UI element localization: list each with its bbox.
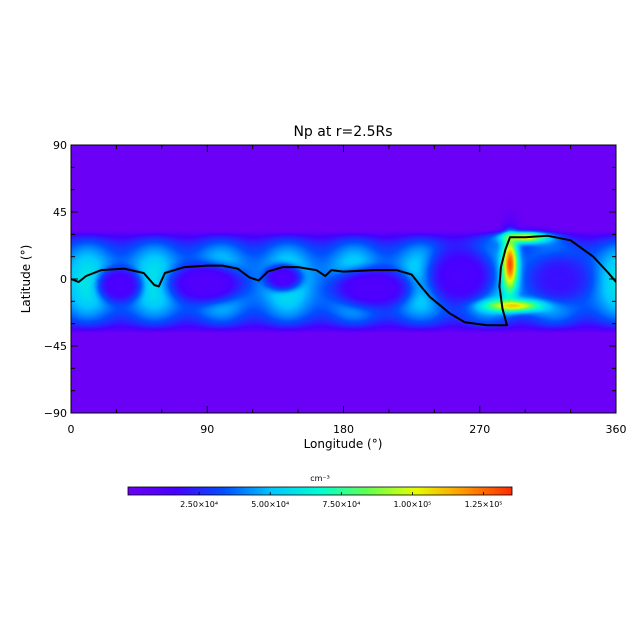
contour-line (70, 234, 617, 327)
y-tick-labels: −90 −45 0 45 90 (44, 139, 67, 420)
colorbar: cm⁻³ 2.50×10⁴ 5.00×10⁴ 7.50×10⁴ 1.00×10⁵… (127, 474, 513, 509)
y-tick-label: 0 (60, 273, 67, 286)
colorbar-tick-label: 1.00×10⁵ (393, 500, 431, 509)
y-axis-label: Latitude (°) (19, 245, 33, 314)
colorbar-tick-labels: 2.50×10⁴ 5.00×10⁴ 7.50×10⁴ 1.00×10⁵ 1.25… (180, 500, 502, 509)
axis-ticks (70, 144, 617, 414)
y-tick-label: −45 (44, 340, 67, 353)
colorbar-ticks (198, 492, 484, 495)
colorbar-tick-label: 5.00×10⁴ (251, 500, 289, 509)
y-tick-label: −90 (44, 407, 67, 420)
x-tick-label: 270 (469, 423, 490, 436)
contour-lines (70, 234, 617, 327)
heatmap-image (71, 145, 616, 413)
colorbar-tick-label: 1.25×10⁵ (465, 500, 503, 509)
chart-title: Np at r=2.5Rs (293, 124, 392, 140)
colorbar-tick-label: 7.50×10⁴ (322, 500, 360, 509)
colorbar-gradient (127, 486, 513, 496)
plot-area (70, 144, 617, 414)
x-tick-labels: 0 90 180 270 360 (68, 423, 627, 436)
x-tick-label: 180 (333, 423, 354, 436)
colorbar-unit-label: cm⁻³ (310, 474, 330, 483)
x-axis-label: Longitude (°) (304, 437, 383, 451)
x-tick-label: 90 (200, 423, 214, 436)
x-tick-label: 0 (68, 423, 75, 436)
x-tick-label: 360 (606, 423, 627, 436)
y-tick-label: 90 (53, 139, 67, 152)
colorbar-tick-label: 2.50×10⁴ (180, 500, 218, 509)
y-tick-label: 45 (53, 206, 67, 219)
